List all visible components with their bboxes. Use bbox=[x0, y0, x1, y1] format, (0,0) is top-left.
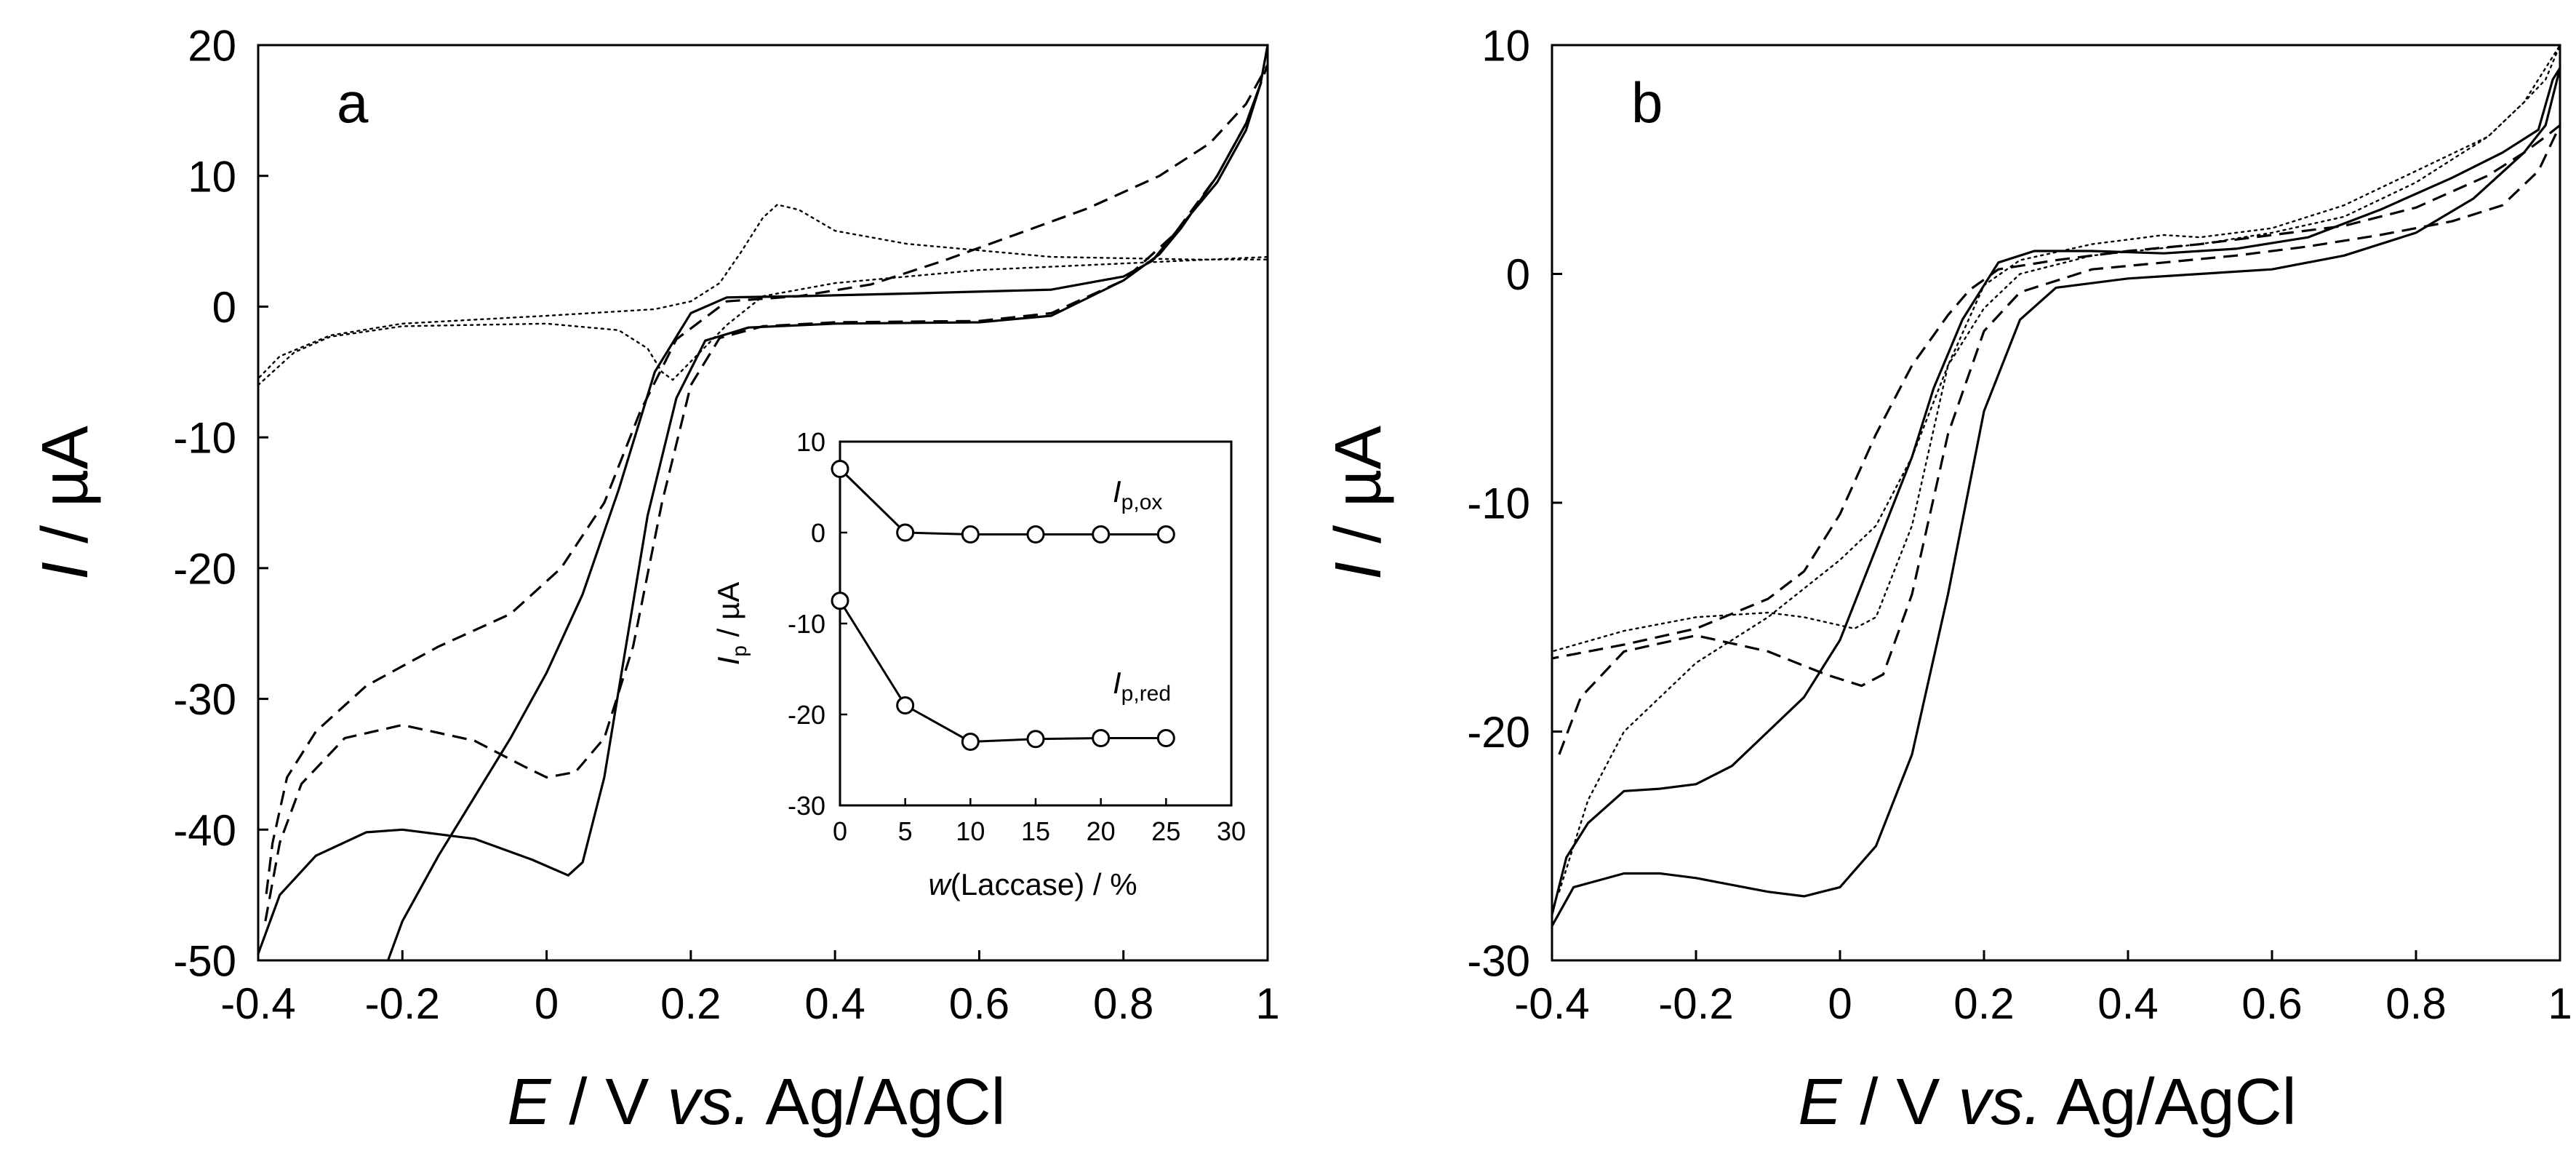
panel-b-x-tick-label: -0.4 bbox=[1514, 979, 1589, 1028]
inset-x-axis-title: w(Laccase) / % bbox=[928, 867, 1137, 901]
inset-x-ticks: 0 5 10 15 20 25 30 bbox=[833, 798, 1246, 846]
inset-line-Ip,ox bbox=[839, 468, 1167, 535]
panel-a-frame bbox=[257, 44, 1269, 962]
inset-x-tick-label: 25 bbox=[1151, 816, 1180, 846]
panel-b-y-ticks: 10 0 -10 -20 -30 bbox=[1467, 22, 1562, 986]
panel-b-x-tick-label: 0.6 bbox=[2241, 979, 2302, 1028]
panel-a-label: a bbox=[337, 71, 369, 135]
panel-a-x-axis-title: E / V vs. Ag/AgCl bbox=[507, 1066, 1005, 1139]
panel-a-y-axis-title: I / µA bbox=[29, 426, 102, 580]
panel-a-y-tick-label: -20 bbox=[173, 544, 236, 593]
inset-series-label-red: Ip,red bbox=[1113, 666, 1171, 706]
inset-point-Ip,red bbox=[831, 592, 849, 610]
inset-point-Ip,ox bbox=[961, 525, 980, 543]
inset-background bbox=[839, 440, 1233, 807]
panel-b-y-tick-label: -20 bbox=[1467, 708, 1530, 757]
panel-a-x-tick-label: 0 bbox=[535, 979, 559, 1028]
panel-a-y-tick-label: -10 bbox=[173, 414, 236, 463]
panel-a-x-tick-label: -0.2 bbox=[365, 979, 440, 1028]
panel-a-series-dotted bbox=[257, 204, 1269, 386]
panel-b-y-tick-label: -30 bbox=[1467, 937, 1530, 986]
panel-b-x-tick-label: 0 bbox=[1828, 979, 1852, 1028]
panel-a-x-tick-label: 0.6 bbox=[949, 979, 1009, 1028]
panel-a-x-tick-label: -0.4 bbox=[220, 979, 295, 1028]
inset-x-tick-label: 20 bbox=[1087, 816, 1116, 846]
inset-y-tick-label: -10 bbox=[788, 609, 825, 639]
inset: 0 5 10 15 20 25 30 10 0 -10 -20 -30 Ip / µA w(Lacc… bbox=[711, 427, 1246, 901]
inset-y-tick-label: 10 bbox=[796, 427, 825, 457]
inset-line-Ip,red bbox=[839, 600, 1167, 744]
panel-a-x-tick-label: 0.2 bbox=[660, 979, 721, 1028]
inset-x-tick-label: 0 bbox=[833, 816, 847, 846]
panel-b-y-tick-label: 0 bbox=[1506, 250, 1530, 299]
panel-a-y-tick-label: -40 bbox=[173, 806, 236, 855]
panel-a-series-solid bbox=[257, 44, 1269, 961]
panel-b-x-tick-label: 1 bbox=[2548, 979, 2572, 1028]
panel-b-y-tick-label: -10 bbox=[1467, 479, 1530, 528]
inset-point-Ip,red bbox=[1092, 729, 1111, 747]
inset-series-label-ox: Ip,ox bbox=[1113, 474, 1162, 514]
panel-a-x-tick-label: 0.8 bbox=[1093, 979, 1153, 1028]
inset-point-Ip,ox bbox=[1156, 525, 1175, 543]
panel-a-y-tick-label: 20 bbox=[188, 22, 236, 71]
panel-b-label: b bbox=[1631, 71, 1663, 135]
inset-y-ticks: 10 0 -10 -20 -30 bbox=[788, 427, 847, 821]
inset-x-tick-label: 5 bbox=[898, 816, 913, 846]
inset-point-Ip,ox bbox=[1092, 525, 1111, 543]
inset-point-Ip,ox bbox=[831, 460, 849, 478]
panel-b-x-tick-label: 0.2 bbox=[1953, 979, 2014, 1028]
panel-b-series-dotted bbox=[1551, 44, 2561, 893]
panel-b-x-tick-label: 0.8 bbox=[2385, 979, 2446, 1028]
panel-a-y-tick-label: 0 bbox=[212, 283, 236, 332]
inset-x-tick-label: 10 bbox=[956, 816, 985, 846]
inset-point-Ip,ox bbox=[1026, 525, 1045, 543]
inset-point-Ip,ox bbox=[896, 523, 915, 542]
panel-a-series bbox=[257, 44, 1269, 961]
panel-b-x-tick-label: 0.4 bbox=[2097, 979, 2158, 1028]
panel-a: -0.4 -0.2 0 0.2 0.4 0.6 0.8 1 20 10 0 -10 -20 -30 -40… bbox=[29, 22, 1280, 1139]
panel-b-x-ticks: -0.4 -0.2 0 0.2 0.4 0.6 0.8 1 bbox=[1514, 950, 2572, 1028]
inset-point-Ip,red bbox=[961, 733, 980, 751]
panel-b-x-axis-title: E / V vs. Ag/AgCl bbox=[1798, 1066, 2296, 1139]
panel-b-y-tick-label: 10 bbox=[1481, 22, 1530, 71]
panel-b: -0.4 -0.2 0 0.2 0.4 0.6 0.8 1 10 0 -10 -20 -30 b I … bbox=[1322, 22, 2572, 1139]
inset-y-tick-label: -20 bbox=[788, 700, 825, 730]
panel-a-y-tick-label: -30 bbox=[173, 675, 236, 724]
panel-a-y-ticks: 20 10 0 -10 -20 -30 -40 -50 bbox=[173, 22, 268, 986]
panel-a-x-tick-label: 0.4 bbox=[804, 979, 865, 1028]
panel-a-x-tick-label: 1 bbox=[1255, 979, 1279, 1028]
inset-y-axis-title: Ip / µA bbox=[711, 582, 751, 665]
panel-a-y-tick-label: 10 bbox=[188, 152, 236, 201]
panel-a-y-tick-label: -50 bbox=[173, 937, 236, 986]
inset-y-tick-label: 0 bbox=[811, 518, 825, 548]
panel-b-x-tick-label: -0.2 bbox=[1658, 979, 1733, 1028]
inset-point-Ip,red bbox=[1026, 730, 1045, 749]
panel-a-x-ticks: -0.4 -0.2 0 0.2 0.4 0.6 0.8 1 bbox=[220, 950, 1280, 1028]
inset-x-tick-label: 30 bbox=[1217, 816, 1246, 846]
panel-b-y-axis-title: I / µA bbox=[1322, 426, 1395, 580]
inset-point-Ip,red bbox=[896, 696, 915, 714]
inset-series bbox=[831, 460, 1175, 751]
inset-y-tick-label: -30 bbox=[788, 791, 825, 821]
inset-x-tick-label: 15 bbox=[1021, 816, 1050, 846]
inset-point-Ip,red bbox=[1156, 729, 1175, 747]
panel-b-series-solid bbox=[1551, 66, 2561, 927]
